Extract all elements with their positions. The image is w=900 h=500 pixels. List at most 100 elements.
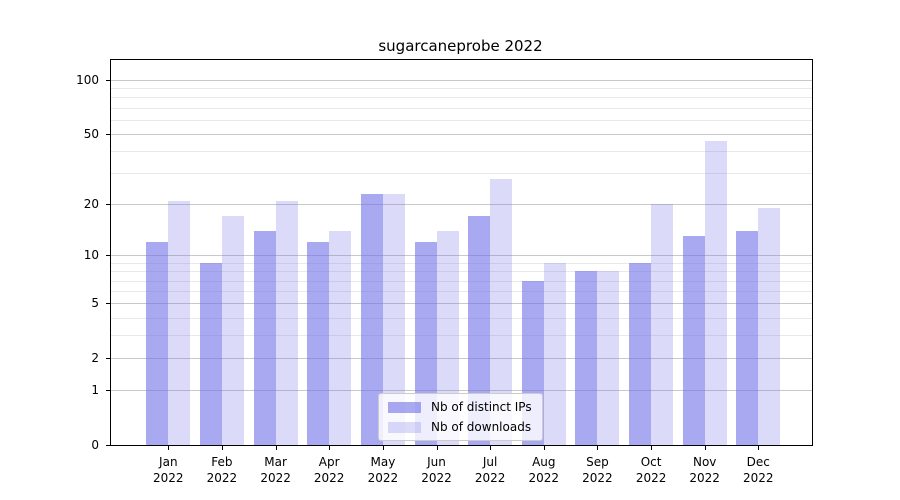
gridline-major [111, 204, 812, 206]
bar-nb-of-downloads-mar [275, 200, 298, 445]
y-tick-mark [106, 358, 110, 360]
y-tick-label: 10 [83, 248, 99, 263]
gridline-minor [111, 317, 812, 319]
x-tick-year: 2022 [689, 471, 720, 485]
x-tick-mark [436, 446, 438, 450]
gridline-major [111, 390, 812, 392]
gridline-major [111, 255, 812, 257]
gridline-major [111, 134, 812, 135]
gridline-minor [111, 335, 812, 337]
y-tick-label: 1 [91, 383, 99, 398]
gridline-minor [111, 97, 812, 99]
y-tick-mark [106, 303, 110, 305]
bar-nb-of-downloads-apr [329, 230, 352, 445]
x-tick-year: 2022 [153, 471, 184, 485]
legend-label: Nb of distinct IPs [431, 400, 532, 414]
legend-item: Nb of downloads [388, 419, 532, 435]
y-tick-label: 100 [76, 73, 99, 87]
bar-nb-of-distinct-ips-jan [146, 242, 169, 445]
bar-nb-of-downloads-jan [168, 200, 191, 445]
bar-nb-of-downloads-dec [758, 208, 781, 445]
bar-nb-of-distinct-ips-oct [629, 262, 652, 445]
x-tick-mark [543, 446, 545, 450]
y-tick-label: 50 [83, 127, 99, 141]
gridline-major [111, 358, 812, 360]
bar-nb-of-downloads-nov [704, 140, 727, 445]
y-tick-label: 0 [91, 438, 99, 452]
bar-nb-of-distinct-ips-mar [253, 230, 276, 445]
x-tick-mark [758, 446, 760, 450]
legend-swatch [388, 421, 421, 433]
y-tick-label: 20 [83, 197, 99, 212]
y-tick-mark [106, 390, 110, 392]
y-tick-mark [106, 255, 110, 257]
gridline-minor [111, 119, 812, 121]
gridline-major [111, 303, 812, 305]
bar-nb-of-distinct-ips-nov [682, 236, 705, 445]
x-tick-mark [651, 446, 653, 450]
x-tick-label: Jul 2022 [458, 454, 522, 486]
gridline-minor [111, 88, 812, 90]
x-tick-label: Aug 2022 [512, 454, 576, 486]
x-tick-year: 2022 [367, 471, 399, 485]
x-tick-mark [597, 446, 599, 450]
legend-swatch [388, 401, 421, 413]
gridline-major [111, 80, 812, 81]
x-tick-mark [221, 446, 223, 450]
gridline-minor [111, 271, 812, 273]
x-tick-mark [329, 446, 331, 450]
bar-nb-of-downloads-jul [490, 178, 513, 445]
x-tick-month: Jan [159, 455, 178, 469]
bar-nb-of-distinct-ips-apr [307, 242, 330, 445]
x-tick-month: Jun [427, 455, 446, 469]
bar-nb-of-downloads-may [382, 193, 405, 445]
x-tick-label: Nov 2022 [673, 454, 737, 486]
bar-nb-of-downloads-sep [597, 271, 620, 445]
y-tick-mark [106, 134, 110, 135]
x-tick-month: Nov [692, 455, 717, 469]
x-tick-mark [382, 446, 384, 450]
y-tick-mark [106, 80, 110, 81]
y-tick-mark [106, 204, 110, 206]
x-tick-label: Apr 2022 [297, 454, 361, 486]
x-tick-month: Oct [640, 455, 662, 469]
x-tick-label: May 2022 [351, 454, 415, 486]
plot-area: 0 1 2 5 10 20 50 100 Jan 2022 Feb 2022 Mar 2022 Apr 202… [76, 59, 813, 485]
x-tick-year: 2022 [313, 471, 345, 485]
legend: Nb of distinct IPs Nb of downloads [378, 393, 543, 441]
x-tick-month: Apr [318, 455, 340, 469]
bar-nb-of-downloads-feb [221, 216, 244, 445]
bar-nb-of-distinct-ips-may [360, 193, 383, 445]
x-tick-label: Mar 2022 [244, 454, 308, 486]
x-tick-year: 2022 [582, 471, 613, 485]
x-tick-label: Sep 2022 [565, 454, 629, 486]
x-tick-month: Sep [586, 455, 609, 469]
x-tick-year: 2022 [206, 471, 238, 485]
y-tick-label: 5 [91, 296, 99, 311]
x-tick-year: 2022 [743, 471, 774, 485]
x-tick-month: Aug [532, 455, 556, 469]
x-tick-month: Jul [482, 455, 498, 469]
bar-nb-of-downloads-jun [436, 230, 459, 445]
bar-nb-of-downloads-oct [651, 204, 674, 445]
x-tick-label: Jun 2022 [405, 454, 469, 486]
x-tick-year: 2022 [421, 471, 452, 485]
x-tick-label: Feb 2022 [190, 454, 254, 486]
gridline-minor [111, 291, 812, 293]
x-tick-month: Mar [264, 455, 287, 469]
x-tick-label: Jan 2022 [136, 454, 200, 486]
legend-item: Nb of distinct IPs [388, 399, 532, 415]
x-tick-month: Dec [746, 455, 770, 469]
x-tick-month: May [370, 455, 396, 469]
bar-nb-of-distinct-ips-jul [468, 216, 491, 445]
gridline-minor [111, 280, 812, 282]
x-tick-year: 2022 [260, 471, 291, 485]
x-tick-year: 2022 [528, 471, 560, 485]
legend-label: Nb of downloads [431, 420, 532, 434]
x-tick-mark [168, 446, 170, 450]
x-tick-label: Dec 2022 [726, 454, 790, 486]
bar-nb-of-distinct-ips-dec [736, 230, 759, 445]
y-tick-mark [106, 445, 110, 446]
x-tick-mark [704, 446, 706, 450]
